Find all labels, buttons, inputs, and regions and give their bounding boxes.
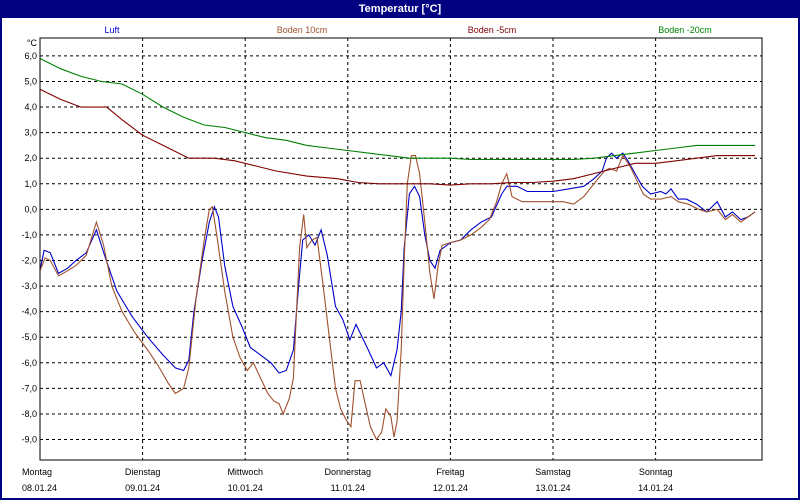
y-tick-label: -5,0 [21,332,37,342]
x-date-label: 10.01.24 [228,483,263,493]
temperature-chart: 6,0 5,0 4,0 3,0 2,0 1,0 0,0 -1,0 -2,0 -3,0 -4,0 -5,… [21,25,763,493]
x-day-label: Donnerstag [325,467,372,477]
y-tick-label: -1,0 [21,230,37,240]
y-tick-label: 4,0 [24,102,37,112]
x-day-label: Mittwoch [227,467,263,477]
y-tick-label: 6,0 [24,51,37,61]
series-line-boden-10cm [39,154,756,441]
x-date-label: 09.01.24 [125,483,160,493]
plot-border [39,37,763,461]
y-tick-label: 2,0 [24,153,37,163]
x-day-label: Dienstag [125,467,161,477]
y-tick-label: -7,0 [21,383,37,393]
y-tick-label: 3,0 [24,128,37,138]
y-tick-label: -4,0 [21,307,37,317]
chart-title: Temperatur [°C] [358,3,442,15]
series-line-boden-20cm [39,58,756,161]
x-date-label: 13.01.24 [535,483,570,493]
series-line-luft [39,152,756,378]
y-tick-label: -8,0 [21,409,37,419]
x-day-label: Sonntag [639,467,673,477]
legend-entry: Boden 10cm [277,25,328,35]
x-date-label: 11.01.24 [331,483,365,493]
legend-entry: Luft [104,25,120,35]
x-date-label: 14.01.24 [638,483,673,493]
x-date-label: 08.01.24 [22,483,57,493]
x-day-label: Samstag [535,467,571,477]
y-axis-unit: °C [27,38,38,48]
x-day-label: Montag [22,467,52,477]
y-tick-label: 0,0 [24,204,37,214]
y-tick-label: 1,0 [24,179,37,189]
y-tick-label: -2,0 [21,256,37,266]
x-date-label: 12.01.24 [433,483,468,493]
y-tick-label: -9,0 [21,435,37,445]
legend-entry: Boden -20cm [658,25,712,35]
y-tick-label: -6,0 [21,358,37,368]
series-line-boden-5cm [39,88,756,186]
legend-entry: Boden -5cm [468,25,517,35]
y-tick-label: 5,0 [24,76,37,86]
chart-panel: 6,0 5,0 4,0 3,0 2,0 1,0 0,0 -1,0 -2,0 -3,0 -4,0 -5,… [2,18,798,498]
y-tick-label: -3,0 [21,281,37,291]
x-day-label: Freitag [436,467,464,477]
